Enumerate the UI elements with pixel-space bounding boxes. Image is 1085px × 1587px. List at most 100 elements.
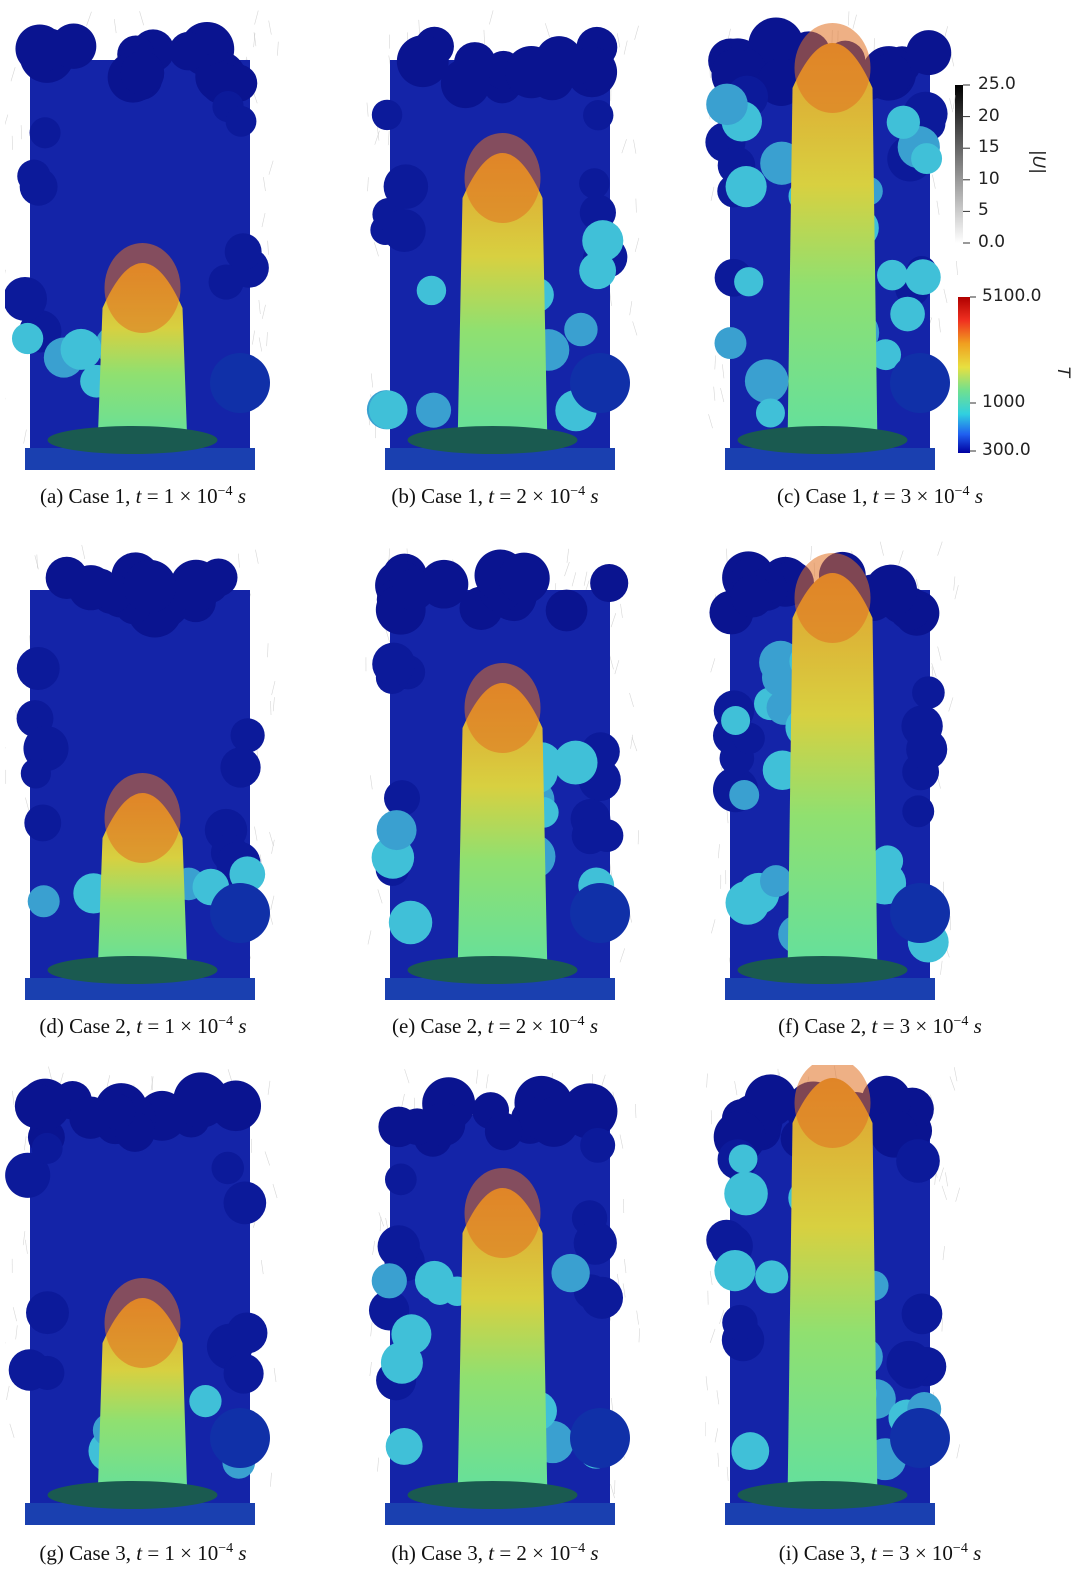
particle <box>890 883 950 943</box>
streamline <box>16 1325 18 1339</box>
streamline <box>710 1329 715 1343</box>
streamline <box>87 12 92 26</box>
streamline <box>950 98 953 112</box>
streamline <box>269 161 273 175</box>
streamline <box>272 681 275 695</box>
particle <box>745 359 789 403</box>
streamline <box>899 550 904 564</box>
particle <box>123 560 176 613</box>
streamline <box>718 1453 719 1467</box>
particle <box>120 51 164 95</box>
hot-spot <box>105 773 181 863</box>
streamline <box>373 1241 375 1255</box>
particle <box>564 313 597 346</box>
streamline <box>939 318 941 332</box>
streamline <box>273 1184 277 1198</box>
particle <box>225 233 262 270</box>
particle <box>570 883 630 943</box>
tick-label: 0.0 <box>978 232 1005 252</box>
streamline <box>5 115 8 129</box>
streamline <box>636 199 637 213</box>
streamline <box>726 549 727 563</box>
caption-exp: −4 <box>218 1541 233 1556</box>
streamline <box>476 1070 478 1084</box>
caption-var: t <box>871 1541 877 1565</box>
streamline <box>635 1104 636 1118</box>
caption-unit: s <box>590 1014 598 1038</box>
streamline <box>255 550 258 564</box>
caption-label: (g) Case 3, <box>39 1541 131 1565</box>
streamline <box>937 201 939 215</box>
pool-shadow <box>408 1481 578 1509</box>
streamline <box>25 798 29 812</box>
streamline <box>880 542 883 556</box>
caption-exp: −4 <box>954 1014 969 1029</box>
particle <box>724 1172 768 1216</box>
streamline <box>380 1217 381 1231</box>
streamline <box>564 562 569 576</box>
particle <box>12 323 43 354</box>
caption-label: (h) Case 3, <box>391 1541 483 1565</box>
streamline <box>48 1067 51 1081</box>
streamline <box>572 572 576 586</box>
particle <box>734 267 763 296</box>
particle <box>441 59 490 108</box>
caption-exp: −4 <box>953 1541 968 1556</box>
pool-shadow <box>48 1481 218 1509</box>
streamline <box>238 554 239 568</box>
particle <box>384 780 420 816</box>
particle <box>872 845 903 876</box>
particle <box>210 353 270 413</box>
streamline <box>274 1368 276 1382</box>
caption-var: t <box>136 1541 142 1565</box>
tick-label: 5100.0 <box>982 286 1041 306</box>
caption-label: (a) Case 1, <box>40 484 130 508</box>
particle <box>28 885 60 917</box>
hot-spot <box>105 243 181 333</box>
streamline <box>254 827 257 841</box>
caption-unit: s <box>973 1541 981 1565</box>
streamline <box>715 355 716 369</box>
streamline <box>261 1260 263 1274</box>
colorbar-title: T <box>1053 367 1073 377</box>
particle <box>726 166 767 207</box>
caption-eq: = 1 × 10 <box>147 1014 218 1038</box>
caption-label: (e) Case 2, <box>392 1014 482 1038</box>
streamline <box>610 655 614 669</box>
particle <box>706 84 748 126</box>
caption-var: t <box>488 1014 494 1038</box>
streamline <box>954 577 955 591</box>
caption-exp: −4 <box>570 1014 585 1029</box>
streamline <box>268 241 269 255</box>
particle <box>570 353 630 413</box>
caption-unit: s <box>974 1014 982 1038</box>
caption: (e) Case 2, t = 2 × 10−4 s <box>345 1014 645 1039</box>
streamline <box>620 1135 623 1149</box>
streamline <box>24 1136 26 1150</box>
streamline <box>277 42 278 56</box>
streamline <box>633 321 637 335</box>
streamline <box>262 305 265 319</box>
particle <box>389 901 432 944</box>
streamline <box>949 697 953 711</box>
caption-eq: = 2 × 10 <box>499 484 570 508</box>
streamline <box>270 1473 271 1487</box>
streamline <box>272 840 275 854</box>
streamline <box>271 701 272 715</box>
particle <box>529 1098 578 1147</box>
particle <box>372 100 402 130</box>
caption-var: t <box>871 1014 877 1038</box>
particle <box>890 353 950 413</box>
particle <box>5 277 47 321</box>
streamline <box>615 660 619 674</box>
caption-exp: −4 <box>218 1014 233 1029</box>
particle <box>417 276 446 305</box>
particle <box>30 1356 64 1390</box>
hot-spot <box>465 663 541 753</box>
streamline <box>24 430 27 444</box>
streamline <box>263 177 265 191</box>
caption: (g) Case 3, t = 1 × 10−4 s <box>0 1541 293 1566</box>
caption-eq: = 3 × 10 <box>883 1014 954 1038</box>
streamline <box>271 896 274 910</box>
hot-spot <box>795 23 871 113</box>
